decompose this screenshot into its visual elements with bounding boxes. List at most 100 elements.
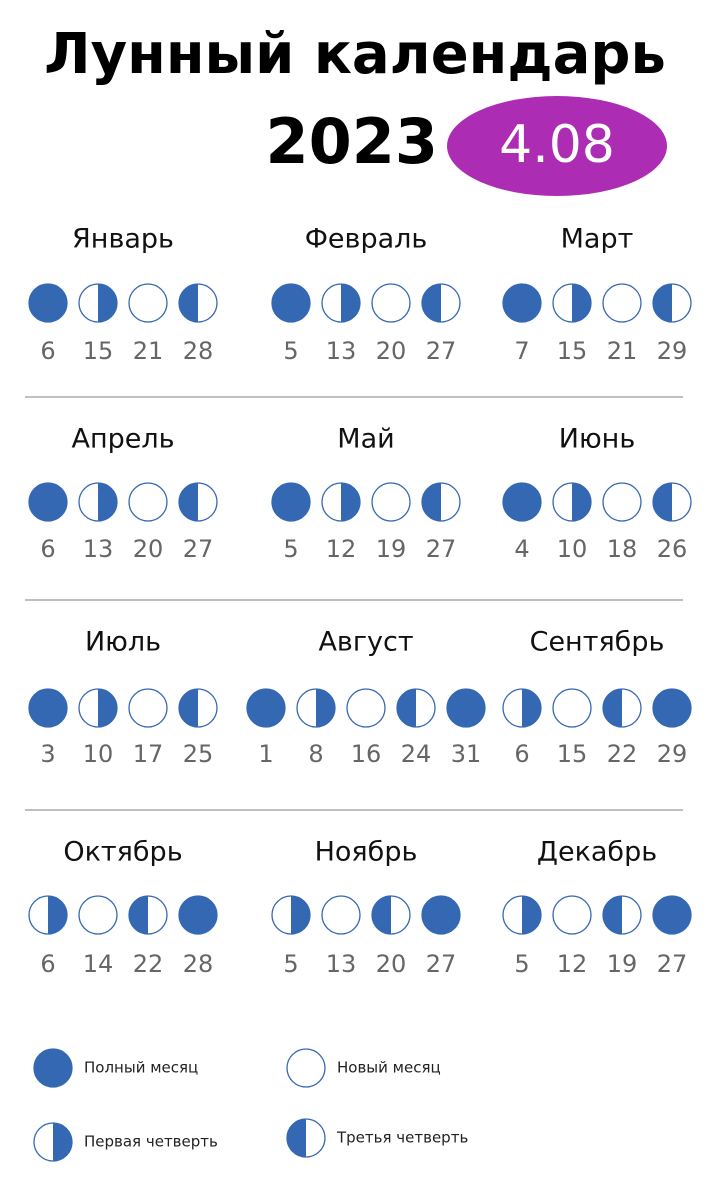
moon-half [129, 896, 148, 934]
day: 20 [376, 950, 407, 978]
month-name: Февраль [305, 224, 428, 255]
day: 21 [133, 337, 164, 365]
moon-half [316, 689, 335, 727]
badge [447, 96, 667, 196]
moon-new [78, 895, 118, 935]
moon-new [286, 1048, 326, 1088]
moon-full [421, 895, 461, 935]
day: 6 [40, 535, 55, 563]
moon-half [422, 284, 441, 322]
moon-half [422, 483, 441, 521]
day: 3 [40, 740, 55, 768]
moon-new [371, 283, 411, 323]
day: 27 [426, 535, 457, 563]
moon-full [28, 482, 68, 522]
day: 6 [40, 950, 55, 978]
day: 28 [183, 950, 214, 978]
day: 10 [83, 740, 114, 768]
moon-full [28, 688, 68, 728]
moon-full [652, 895, 692, 935]
moon-half [397, 689, 416, 727]
day: 4 [514, 535, 529, 563]
legend-label: Первая четверть [84, 1133, 218, 1151]
legend-label: Третья четверть [336, 1129, 468, 1147]
legend-label: Новый месяц [337, 1059, 441, 1077]
day: 13 [326, 950, 357, 978]
day: 18 [607, 535, 638, 563]
day: 12 [326, 535, 357, 563]
month-name: Июль [85, 627, 161, 658]
year: 2023 [265, 105, 438, 178]
month-name: Апрель [71, 424, 174, 455]
day: 31 [451, 740, 482, 768]
moon-full [502, 283, 542, 323]
moon-new [552, 688, 592, 728]
day: 15 [83, 337, 114, 365]
day: 14 [83, 950, 114, 978]
moon-half [179, 483, 198, 521]
day: 27 [426, 337, 457, 365]
day: 8 [308, 740, 323, 768]
moon-half [603, 689, 622, 727]
moon-full [178, 895, 218, 935]
day: 1 [258, 740, 273, 768]
moon-half [653, 483, 672, 521]
day: 12 [557, 950, 588, 978]
moon-half [341, 483, 360, 521]
month-name: Январь [72, 224, 174, 255]
moon-half [98, 483, 117, 521]
day: 27 [657, 950, 688, 978]
day: 13 [83, 535, 114, 563]
day: 6 [514, 740, 529, 768]
month-name: Май [337, 424, 394, 455]
title: Лунный календарь [44, 22, 666, 87]
moon-half [179, 284, 198, 322]
moon-full [271, 482, 311, 522]
day: 29 [657, 337, 688, 365]
day: 17 [133, 740, 164, 768]
moon-half [98, 284, 117, 322]
moon-half [522, 896, 541, 934]
day: 19 [376, 535, 407, 563]
day: 19 [607, 950, 638, 978]
moon-full [502, 482, 542, 522]
moon-half [48, 896, 67, 934]
badge-text: 4.08 [499, 115, 615, 175]
day: 21 [607, 337, 638, 365]
day: 5 [283, 950, 298, 978]
moon-full [28, 283, 68, 323]
day: 27 [426, 950, 457, 978]
moon-full [446, 688, 486, 728]
day: 10 [557, 535, 588, 563]
moon-half [372, 896, 391, 934]
month-name: Сентябрь [530, 627, 665, 658]
day: 16 [351, 740, 382, 768]
moon-half [53, 1123, 72, 1161]
moon-full [33, 1048, 73, 1088]
moon-half [98, 689, 117, 727]
moon-new [128, 688, 168, 728]
day: 13 [326, 337, 357, 365]
moon-half [291, 896, 310, 934]
day: 24 [401, 740, 432, 768]
day: 15 [557, 740, 588, 768]
month-name: Август [318, 627, 413, 658]
moon-new [128, 482, 168, 522]
moon-half [179, 689, 198, 727]
day: 26 [657, 535, 688, 563]
day: 20 [376, 337, 407, 365]
day: 7 [514, 337, 529, 365]
moon-full [652, 688, 692, 728]
moon-half [572, 483, 591, 521]
moon-new [552, 895, 592, 935]
day: 5 [283, 337, 298, 365]
moon-new [128, 283, 168, 323]
moon-full [246, 688, 286, 728]
day: 29 [657, 740, 688, 768]
moon-new [602, 482, 642, 522]
moon-new [321, 895, 361, 935]
day: 20 [133, 535, 164, 563]
day: 28 [183, 337, 214, 365]
moon-half [341, 284, 360, 322]
moon-new [371, 482, 411, 522]
